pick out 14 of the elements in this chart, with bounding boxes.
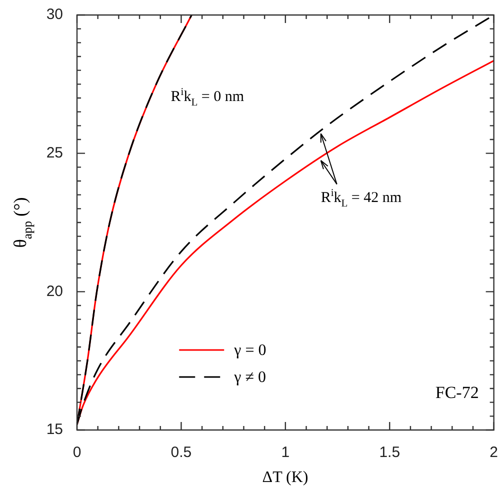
legend-label: γ ≠ 0 xyxy=(233,369,266,386)
legend-label: γ = 0 xyxy=(233,342,266,359)
y-tick-label: 30 xyxy=(46,6,63,24)
annotation: FC-72 xyxy=(435,383,479,402)
y-tick-label: 15 xyxy=(46,421,63,438)
x-tick-label: 1 xyxy=(281,444,290,462)
x-axis-title: ΔT (K) xyxy=(262,469,308,486)
x-tick-label: 1.5 xyxy=(379,444,400,462)
x-tick-label: 0.5 xyxy=(170,444,192,462)
x-tick-label: 2 xyxy=(490,444,498,462)
y-axis-title: θapp (°) xyxy=(10,197,34,248)
x-tick-label: 0 xyxy=(72,444,82,462)
y-tick-label: 20 xyxy=(46,282,63,300)
y-tick-label: 25 xyxy=(46,144,63,162)
